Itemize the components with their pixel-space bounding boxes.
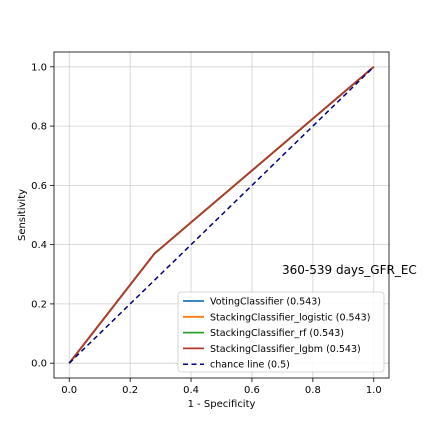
series-line-3 — [68, 66, 375, 364]
y-axis-label: Sensitivity — [17, 189, 28, 241]
legend: VotingClassifier (0.543) StackingClassifi… — [177, 291, 385, 373]
plot-frame — [53, 51, 390, 379]
y-tick-label: 0.4 — [31, 240, 47, 251]
y-tick-label: 0.0 — [31, 359, 47, 370]
legend-label-0: VotingClassifier (0.543) — [210, 297, 321, 308]
x-tick-label: 1.0 — [366, 385, 382, 396]
legend-label-3: StackingClassifier_lgbm (0.543) — [210, 344, 361, 355]
x-tick-label: 0.6 — [244, 385, 260, 396]
x-tick-label: 0.0 — [61, 385, 77, 396]
legend-label-4: chance line (0.5) — [210, 360, 290, 371]
legend-box — [177, 291, 385, 373]
y-tick-label: 0.8 — [31, 122, 47, 133]
x-tick-label: 0.4 — [183, 385, 199, 396]
y-tick-label: 0.6 — [31, 181, 47, 192]
grid — [54, 52, 389, 378]
legend-label-2: StackingClassifier_rf (0.543) — [210, 328, 344, 339]
ticks: 0.0 0.2 0.4 0.6 0.8 1.0 0.0 0.2 0.4 0.6 0.8 1.0 — [31, 62, 382, 396]
y-tick-label: 1.0 — [31, 62, 47, 73]
series-layer — [68, 66, 375, 364]
y-tick-label: 0.2 — [31, 299, 47, 310]
x-tick-label: 0.8 — [305, 385, 321, 396]
legend-label-1: StackingClassifier_logistic (0.543) — [210, 312, 370, 323]
series-line-4 — [68, 66, 375, 364]
x-tick-label: 0.2 — [122, 385, 138, 396]
chart-annotation: 360-539 days_GFR_EC — [282, 263, 417, 277]
x-axis-label: 1 - Specificity — [188, 399, 256, 410]
